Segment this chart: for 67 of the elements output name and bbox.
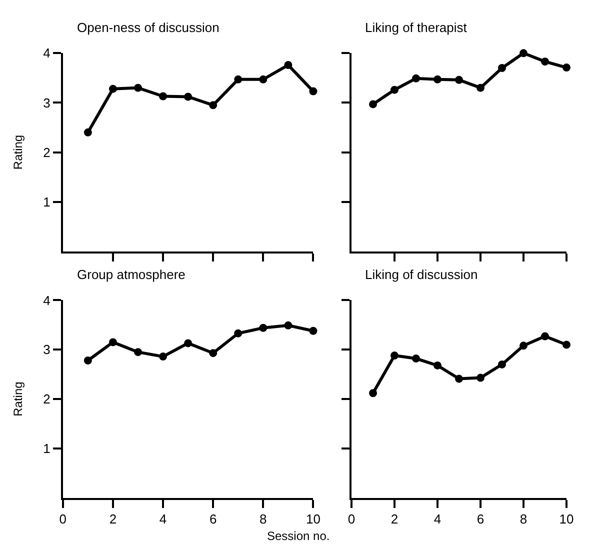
x-tick-label: 4 [159, 511, 167, 526]
x-tick-label: 8 [260, 511, 267, 526]
x-tick-label: 8 [520, 511, 528, 526]
point [259, 324, 268, 332]
x-tick-label: 2 [390, 511, 398, 526]
point [520, 342, 528, 350]
point [390, 86, 399, 94]
y-tick-label: 4 [43, 292, 50, 308]
point [134, 84, 142, 92]
point [476, 84, 484, 92]
y-tick-label: 2 [43, 144, 50, 160]
chart-title: Liking of discussion [365, 267, 478, 282]
x-tick-label: 6 [476, 511, 484, 526]
point [498, 360, 506, 368]
point [562, 64, 570, 72]
y-tick-label: 1 [43, 441, 50, 456]
point [108, 338, 117, 346]
point [184, 339, 192, 348]
point [234, 329, 242, 338]
x-tick-label: 4 [434, 511, 442, 526]
y-tick-label: 1 [43, 194, 50, 210]
y-axis-title: Rating [10, 382, 25, 416]
y-tick-label: 2 [43, 392, 50, 407]
point [562, 340, 570, 349]
point [209, 349, 218, 358]
x-tick-label: 2 [109, 511, 117, 526]
point [412, 354, 420, 363]
y-tick-label: 4 [43, 46, 50, 61]
point [84, 128, 92, 136]
x-tick-label: 6 [209, 511, 217, 526]
point [284, 61, 292, 70]
chart-title: Liking of therapist [365, 20, 468, 35]
point [434, 361, 442, 370]
point [412, 74, 420, 82]
point [520, 49, 528, 58]
chart-title: Group atmosphere [77, 267, 186, 282]
point [476, 374, 484, 382]
point [234, 75, 242, 84]
point [390, 352, 399, 360]
point [455, 76, 463, 84]
point [84, 356, 92, 364]
point [134, 348, 142, 356]
x-tick-label: 10 [559, 511, 574, 526]
point [455, 374, 463, 383]
y-tick-label: 3 [43, 95, 50, 110]
point [541, 332, 549, 340]
point [434, 75, 442, 84]
x-tick-label: 10 [306, 511, 320, 526]
point [309, 326, 318, 335]
y-axis-title: Rating [10, 134, 25, 170]
point [159, 352, 168, 361]
point [259, 75, 268, 84]
point [369, 100, 378, 108]
point [108, 84, 117, 93]
x-tick-label: 0 [348, 511, 356, 526]
x-tick-label: 0 [59, 511, 67, 526]
x-axis-title: Session no. [267, 529, 330, 543]
point [498, 64, 506, 72]
point [284, 321, 292, 330]
chart-title: Open-ness of discussion [77, 20, 220, 35]
point [309, 87, 318, 96]
point [159, 92, 168, 100]
point [541, 58, 549, 66]
point [369, 389, 378, 398]
y-tick-label: 3 [43, 342, 50, 358]
point [184, 92, 192, 101]
point [209, 101, 218, 110]
